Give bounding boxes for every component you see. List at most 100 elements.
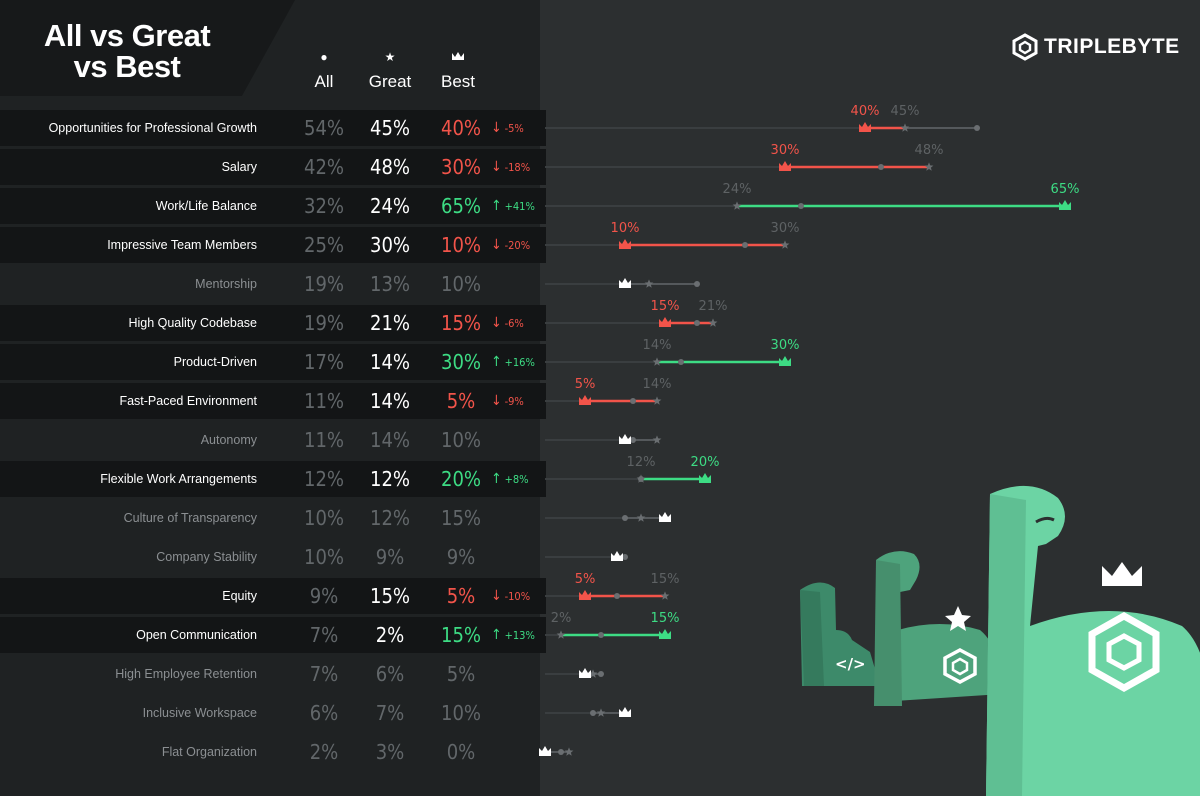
value-best: 30% bbox=[441, 350, 481, 374]
table-row: Culture of Transparency 10% 12% 15% bbox=[0, 500, 546, 536]
value-great: 48% bbox=[370, 155, 410, 179]
arm-large bbox=[986, 485, 1200, 796]
value-all: 11% bbox=[304, 389, 344, 413]
value-best: 5% bbox=[446, 389, 476, 413]
row-label: Equity bbox=[222, 589, 257, 603]
value-best: 5% bbox=[446, 662, 476, 686]
great-label: 14% bbox=[643, 377, 672, 392]
great-star bbox=[652, 435, 662, 444]
value-all: 11% bbox=[304, 428, 344, 452]
value-all: 17% bbox=[304, 350, 344, 374]
value-great: 12% bbox=[370, 506, 410, 530]
best-crown bbox=[539, 746, 551, 756]
column-header-best: Best bbox=[428, 50, 488, 92]
brand-name: TRIPLEBYTE bbox=[1044, 35, 1180, 58]
row-label: Flexible Work Arrangements bbox=[100, 472, 257, 486]
value-all: 32% bbox=[304, 194, 344, 218]
value-all: 7% bbox=[309, 623, 339, 647]
value-great: 30% bbox=[370, 233, 410, 257]
arrow-down-icon: ↓ bbox=[491, 237, 502, 253]
column-label-best: Best bbox=[440, 72, 476, 91]
great-star bbox=[636, 513, 646, 522]
column-label-great: Great bbox=[368, 72, 412, 91]
best-label: 20% bbox=[691, 455, 720, 470]
arrow-down-icon: ↓ bbox=[491, 315, 502, 331]
table-row: Open Communication 7% 2% 15% ↑ +13% bbox=[0, 617, 546, 653]
change-value: -5% bbox=[504, 122, 524, 135]
brand-logo: TRIPLEBYTE bbox=[1012, 32, 1180, 62]
change-badge: ↑ +41% bbox=[491, 188, 535, 225]
great-star bbox=[924, 162, 934, 171]
value-great: 13% bbox=[370, 272, 410, 296]
great-label: 24% bbox=[723, 182, 752, 197]
great-label: 14% bbox=[643, 338, 672, 353]
all-dot bbox=[878, 164, 884, 170]
great-label: 12% bbox=[627, 455, 656, 470]
all-dot bbox=[622, 515, 628, 521]
table-row: Fast-Paced Environment 11% 14% 5% ↓ -9% bbox=[0, 383, 546, 419]
change-value: +16% bbox=[504, 356, 535, 369]
dot-icon: ● bbox=[320, 50, 328, 64]
table-row: Equity 9% 15% 5% ↓ -10% bbox=[0, 578, 546, 614]
best-label: 40% bbox=[851, 104, 880, 119]
arrow-up-icon: ↑ bbox=[491, 627, 502, 643]
great-star bbox=[636, 474, 646, 483]
best-crown bbox=[619, 278, 631, 288]
great-star bbox=[780, 240, 790, 249]
change-badge: ↑ +8% bbox=[491, 461, 529, 498]
great-label: 45% bbox=[891, 104, 920, 119]
table-row: Autonomy 11% 14% 10% bbox=[0, 422, 546, 458]
table-row: Company Stability 10% 9% 9% bbox=[0, 539, 546, 575]
value-best: 15% bbox=[441, 623, 481, 647]
table-row: Inclusive Workspace 6% 7% 10% bbox=[0, 695, 546, 731]
best-crown bbox=[699, 473, 711, 483]
star-icon bbox=[945, 606, 971, 631]
great-star bbox=[556, 630, 566, 639]
row-label: Salary bbox=[221, 160, 257, 174]
all-dot bbox=[590, 710, 596, 716]
value-great: 14% bbox=[370, 350, 410, 374]
value-great: 9% bbox=[375, 545, 405, 569]
table-row: Impressive Team Members 25% 30% 10% ↓ -20% bbox=[0, 227, 546, 263]
table-row: Work/Life Balance 32% 24% 65% ↑ +41% bbox=[0, 188, 546, 224]
best-crown bbox=[779, 161, 791, 171]
value-best: 65% bbox=[441, 194, 481, 218]
arm-small: </> bbox=[800, 582, 880, 686]
value-great: 24% bbox=[370, 194, 410, 218]
table-row: High Employee Retention 7% 6% 5% bbox=[0, 656, 546, 692]
change-badge: ↑ +13% bbox=[491, 617, 535, 654]
row-label: High Quality Codebase bbox=[128, 316, 257, 330]
change-badge: ↓ -6% bbox=[491, 305, 524, 342]
value-great: 2% bbox=[375, 623, 405, 647]
table-row: High Quality Codebase 19% 21% 15% ↓ -6% bbox=[0, 305, 546, 341]
flexing-arms-illustration: </> bbox=[800, 485, 1200, 796]
great-star bbox=[644, 279, 654, 288]
table-row: Flexible Work Arrangements 12% 12% 20% ↑ +8% bbox=[0, 461, 546, 497]
best-crown bbox=[659, 512, 671, 522]
best-crown bbox=[611, 551, 623, 561]
title-line-1: All vs Great bbox=[43, 18, 211, 53]
all-dot bbox=[974, 125, 980, 131]
best-label: 5% bbox=[575, 377, 596, 392]
row-label: Fast-Paced Environment bbox=[119, 394, 257, 408]
great-star bbox=[708, 318, 718, 327]
all-dot bbox=[678, 359, 684, 365]
page-title: All vs Great vs Best bbox=[22, 20, 232, 82]
table-row: Flat Organization 2% 3% 0% bbox=[0, 734, 546, 770]
great-star bbox=[732, 201, 742, 210]
great-star bbox=[588, 669, 598, 678]
all-dot bbox=[630, 437, 636, 443]
value-best: 10% bbox=[441, 272, 481, 296]
row-label: Open Communication bbox=[136, 628, 257, 642]
best-crown bbox=[1059, 200, 1071, 210]
arm-medium bbox=[874, 551, 1002, 706]
crown-icon bbox=[428, 50, 488, 66]
value-best: 15% bbox=[441, 311, 481, 335]
best-label: 15% bbox=[651, 611, 680, 626]
best-crown bbox=[619, 239, 631, 249]
best-crown bbox=[619, 434, 631, 444]
change-badge: ↑ +16% bbox=[491, 344, 535, 381]
value-all: 19% bbox=[304, 311, 344, 335]
value-best: 40% bbox=[441, 116, 481, 140]
